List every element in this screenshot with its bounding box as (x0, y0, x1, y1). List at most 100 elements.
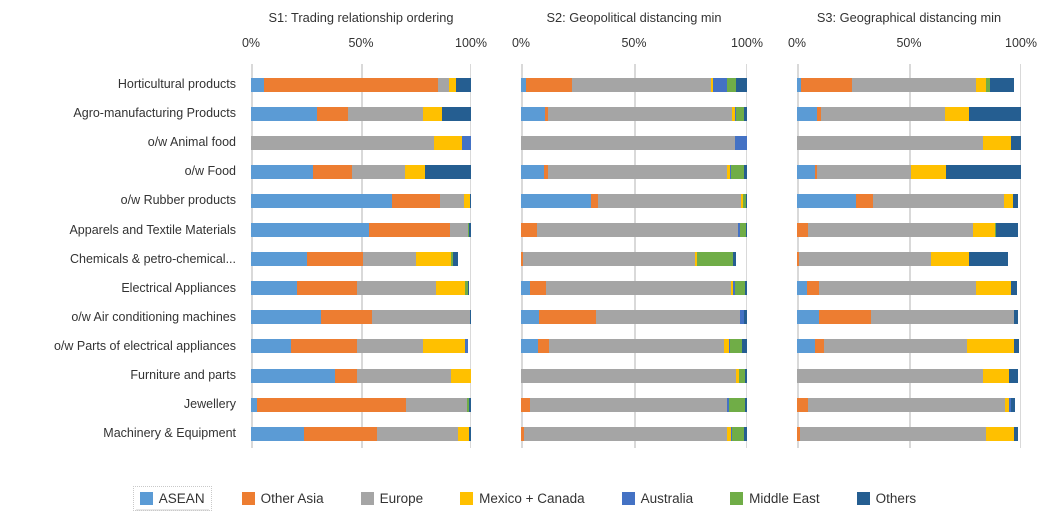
bar-segment-australia (462, 135, 471, 150)
bar-row (251, 99, 471, 128)
stacked-bar (521, 281, 747, 296)
x-axis-tick-label: 0% (787, 36, 807, 50)
bar-segment-europe (440, 193, 465, 208)
bar-segment-other-asia (307, 252, 364, 267)
bar-segment-others (745, 193, 747, 208)
stacked-bar (797, 135, 1021, 150)
bar-segment-middle-east (738, 368, 745, 383)
bar-segment-other-asia (521, 426, 524, 441)
bar-segment-asean (251, 281, 298, 296)
stacked-bar (521, 223, 747, 237)
bar-segment-middle-east (742, 193, 746, 208)
bar-segment-mexico-canada (404, 164, 425, 179)
bar-row (251, 186, 471, 215)
bar-segment-others (1010, 397, 1016, 412)
bar-segment-others (468, 397, 471, 412)
legend-item-other-asia[interactable]: Other Asia (237, 488, 329, 509)
category-label: Horticultural products (117, 77, 236, 91)
bar-segment-europe (870, 310, 1015, 325)
bar-segment-mexico-canada (448, 77, 456, 92)
stacked-bar (521, 339, 747, 354)
stacked-bar (251, 164, 471, 179)
bar-row (521, 216, 747, 245)
bar-segment-asean (251, 339, 291, 354)
bar-segment-others (467, 281, 469, 296)
bar-segment-others (733, 252, 736, 267)
bar-segment-europe (356, 368, 452, 383)
bar-segment-mexico-canada (976, 281, 1011, 296)
gridline (1019, 64, 1021, 448)
bar-segment-australia (740, 310, 744, 325)
bar-segment-mexico-canada (1004, 193, 1014, 208)
bar-segment-mexico-canada (982, 135, 1011, 150)
stacked-bar (797, 164, 1021, 179)
bar-row (251, 157, 471, 186)
bar-segment-australia (728, 339, 731, 354)
bar-segment-mexico-canada (986, 426, 1015, 441)
stacked-bar (251, 252, 471, 267)
bar-segment-australia (465, 339, 468, 354)
bar-segment-europe (523, 426, 728, 441)
x-axis-tick-label: 0% (241, 36, 261, 50)
bar-segment-asean (251, 223, 369, 237)
legend-item-australia[interactable]: Australia (617, 488, 699, 509)
bar-row (251, 70, 471, 99)
bar-segment-others (969, 106, 1021, 121)
category-label: Agro-manufacturing Products (73, 106, 236, 121)
bar-row (251, 216, 471, 245)
bar-row (251, 361, 471, 390)
stacked-bar (521, 135, 747, 150)
stacked-bar (251, 106, 471, 121)
bar-segment-other-asia (317, 106, 348, 121)
bar-segment-europe (521, 135, 735, 150)
legend-item-europe[interactable]: Europe (356, 488, 429, 509)
legend-item-middle-east[interactable]: Middle East (725, 488, 825, 509)
bar-row (797, 303, 1021, 332)
stacked-bar (797, 397, 1021, 412)
stacked-bar (251, 310, 471, 325)
bar-segment-others (469, 223, 471, 237)
bar-segment-australia (734, 106, 736, 121)
bar-segment-asean (521, 106, 545, 121)
bar-segment-mexico-canada (732, 106, 735, 121)
bar-segment-mexico-canada (695, 252, 698, 267)
x-axis-tick-label: 0% (511, 36, 531, 50)
legend-item-others[interactable]: Others (852, 488, 922, 509)
bar-segment-asean (251, 397, 257, 412)
category-label: o/w Animal food (147, 135, 236, 150)
bar-segment-europe (549, 339, 725, 354)
legend-swatch-icon (139, 492, 153, 505)
stacked-bar (251, 193, 471, 208)
legend-item-asean[interactable]: ASEAN (132, 486, 212, 511)
bar-segment-australia (730, 164, 732, 179)
bar-segment-others (1014, 339, 1019, 354)
bar-segment-middle-east (697, 252, 734, 267)
bar-segment-others (744, 281, 747, 296)
legend-item-mexico-canada[interactable]: Mexico + Canada (455, 488, 589, 509)
stacked-bar (797, 368, 1021, 383)
bar-segment-other-asia (297, 281, 357, 296)
x-axis-s2: 0% 50% 100% (512, 36, 763, 52)
bar-segment-europe (548, 164, 727, 179)
bar-segment-middle-east (731, 164, 744, 179)
bar-segment-mexico-canada (982, 368, 1009, 383)
bar-segment-others (469, 310, 471, 325)
bar-segment-europe (371, 310, 470, 325)
bar-segment-others (469, 193, 471, 208)
bar-row (797, 274, 1021, 303)
bar-segment-others (442, 106, 471, 121)
bar-segment-mexico-canada (944, 106, 970, 121)
bar-segment-europe (799, 252, 932, 267)
bar-segment-europe (797, 135, 983, 150)
bar-segment-middle-east (726, 77, 736, 92)
legend-swatch-icon (360, 492, 374, 505)
bar-segment-other-asia (543, 164, 549, 179)
bar-segment-mexico-canada (422, 106, 443, 121)
bar-segment-asean (521, 77, 526, 92)
bar-segment-asean (251, 310, 322, 325)
bar-segment-mexico-canada (726, 164, 731, 179)
bar-segment-mexico-canada (931, 252, 970, 267)
bar-row (251, 390, 471, 419)
stacked-bar (251, 368, 471, 383)
bar-segment-others (1010, 281, 1017, 296)
